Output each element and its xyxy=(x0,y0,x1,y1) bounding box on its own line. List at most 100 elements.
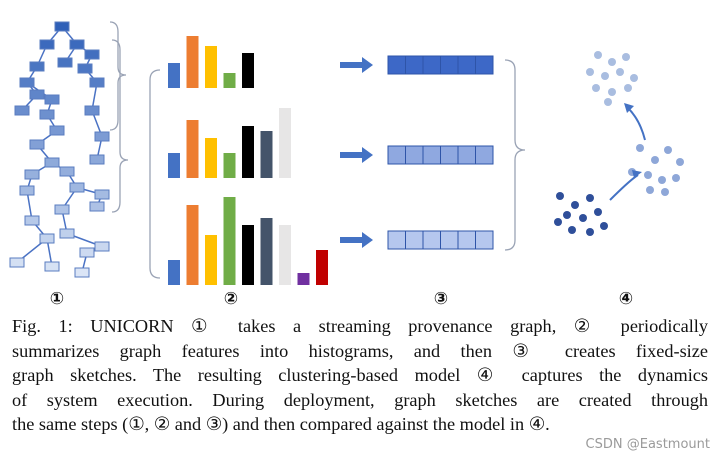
cluster-point xyxy=(630,74,638,82)
histogram-bar xyxy=(168,63,180,88)
cluster-point xyxy=(594,51,602,59)
graph-node xyxy=(94,241,110,252)
graph-node xyxy=(94,131,110,142)
arrow xyxy=(340,147,373,163)
histogram-bar xyxy=(260,131,273,178)
sketch-cell xyxy=(405,145,424,165)
graph-node xyxy=(89,154,105,165)
histogram-bar xyxy=(223,153,236,178)
graph-node xyxy=(9,257,25,268)
histogram-bar xyxy=(297,273,310,285)
step-label: ③ xyxy=(434,289,448,309)
cluster-point xyxy=(676,158,684,166)
graph-node xyxy=(89,77,105,88)
graph-node xyxy=(77,63,93,74)
cluster-point xyxy=(664,146,672,154)
graph-node xyxy=(59,228,75,239)
sketch-cell xyxy=(422,145,441,165)
cluster-point xyxy=(604,98,612,106)
graph-node xyxy=(29,139,45,150)
histogram-bar xyxy=(205,138,217,178)
caption-line: Fig. 1: UNICORN ① takes a streaming prov… xyxy=(12,316,708,336)
graph-node xyxy=(49,125,65,136)
sketch-cell xyxy=(457,230,476,250)
graph-node xyxy=(24,215,40,226)
sketch-cell xyxy=(475,55,494,75)
graph-node xyxy=(39,233,55,244)
cluster-point xyxy=(571,201,579,209)
graph-node xyxy=(69,182,85,193)
histogram-bar xyxy=(205,46,217,88)
sketch-cell xyxy=(422,230,441,250)
watermark: CSDN @Eastmount xyxy=(585,437,710,452)
cluster-point xyxy=(554,218,562,226)
histogram-bar xyxy=(186,205,199,285)
cluster-point xyxy=(672,174,680,182)
cluster-point xyxy=(661,188,669,196)
graph-node xyxy=(39,109,55,120)
graph-node xyxy=(89,201,105,212)
caption-line: graph sketches. The resulting clustering… xyxy=(12,365,708,385)
graph-node xyxy=(69,39,85,50)
graph-node xyxy=(74,267,90,278)
arrow xyxy=(340,57,373,73)
cluster-point xyxy=(579,214,587,222)
sketch-cell xyxy=(475,145,494,165)
cluster-point xyxy=(644,171,652,179)
graph-node xyxy=(84,105,100,116)
step-label: ② xyxy=(224,289,238,309)
cluster-point xyxy=(616,68,624,76)
graph-node xyxy=(54,21,70,32)
graph-node xyxy=(19,77,35,88)
cluster-point xyxy=(586,228,594,236)
caption: Fig. 1: UNICORN ① takes a streaming prov… xyxy=(12,314,708,437)
sketch-cell xyxy=(440,145,459,165)
histogram-bar xyxy=(223,197,236,285)
histogram-bar xyxy=(186,36,199,88)
cluster-point xyxy=(568,226,576,234)
sketch-cell xyxy=(387,230,406,250)
graph-node xyxy=(57,57,73,68)
brace xyxy=(109,21,127,131)
cluster-point xyxy=(624,84,632,92)
sketch-cell xyxy=(475,230,494,250)
graph-node xyxy=(29,61,45,72)
histogram-bar xyxy=(242,126,254,178)
cluster-point xyxy=(600,222,608,230)
graph-node xyxy=(19,185,35,196)
figure-graphic: ① ② ③ ④ xyxy=(9,21,684,309)
brace xyxy=(504,59,526,251)
sketch-cell xyxy=(387,55,406,75)
cluster-point xyxy=(646,186,654,194)
sketch-cell xyxy=(440,55,459,75)
histogram-bar xyxy=(279,225,291,285)
cluster-point xyxy=(636,144,644,152)
graph-node xyxy=(24,169,40,180)
caption-line: summarizes graph features into histogram… xyxy=(12,340,708,361)
graph-node xyxy=(44,94,60,105)
cluster-point xyxy=(608,58,616,66)
graph-node xyxy=(14,105,30,116)
trend-arrow xyxy=(609,174,639,201)
cluster-point xyxy=(594,208,602,216)
sketch-cell xyxy=(457,55,476,75)
cluster-point xyxy=(608,88,616,96)
sketch-cell xyxy=(440,230,459,250)
histogram-bar xyxy=(168,153,180,178)
sketch-cell xyxy=(422,55,441,75)
trend-arrow xyxy=(627,107,646,141)
histogram-bar xyxy=(223,73,236,88)
histogram-bar xyxy=(242,53,254,88)
histogram-bar xyxy=(316,250,328,285)
graph-node xyxy=(94,189,110,200)
graph-node xyxy=(44,261,60,272)
cluster-point xyxy=(586,194,594,202)
arrow-head xyxy=(632,170,642,178)
step-label: ① xyxy=(50,289,64,309)
cluster-point xyxy=(658,176,666,184)
cluster-point xyxy=(586,68,594,76)
step-label: ④ xyxy=(619,289,633,309)
graph-node xyxy=(84,49,100,60)
graph-node xyxy=(39,39,55,50)
